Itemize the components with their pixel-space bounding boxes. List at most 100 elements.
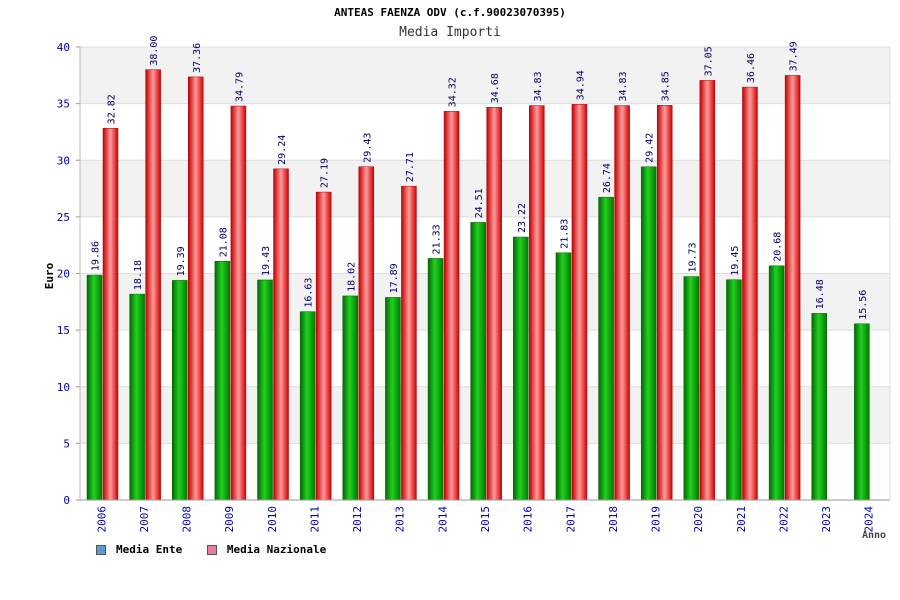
bar-ente-2024 <box>854 323 870 501</box>
data-label-ente-2020: 19.73 <box>687 242 698 272</box>
y-tick-label: 35 <box>57 98 70 111</box>
chart-legend: Media Ente Media Nazionale <box>96 543 344 558</box>
data-label-ente-2018: 26.74 <box>602 163 613 193</box>
y-tick-label: 30 <box>57 154 70 167</box>
bar-ente-2016 <box>513 236 529 501</box>
bar-ente-2006 <box>86 274 103 501</box>
y-tick-label: 25 <box>57 211 70 224</box>
x-tick-label-2013: 2013 <box>394 506 407 533</box>
bar-nazionale-2008 <box>188 76 204 501</box>
x-tick-label-2007: 2007 <box>138 506 151 533</box>
x-tick-label-2016: 2016 <box>522 506 535 533</box>
data-label-nazionale-2010: 29.24 <box>277 135 288 165</box>
x-tick-label-2023: 2023 <box>820 506 833 533</box>
bar-nazionale-2012 <box>358 166 375 501</box>
bar-ente-2009 <box>214 261 231 501</box>
data-label-ente-2016: 23.22 <box>517 203 528 233</box>
y-tick-label: 20 <box>57 268 70 281</box>
x-tick-label-2021: 2021 <box>735 506 748 533</box>
data-label-ente-2008: 19.39 <box>176 246 187 276</box>
bar-nazionale-2007 <box>145 69 161 501</box>
data-label-nazionale-2006: 32.82 <box>107 94 118 124</box>
x-tick-label-2014: 2014 <box>436 506 449 533</box>
data-label-ente-2009: 21.08 <box>218 227 229 257</box>
legend-swatch-nazionale <box>206 544 217 555</box>
data-label-ente-2014: 21.33 <box>432 224 443 254</box>
y-tick-label: 0 <box>63 494 70 507</box>
bar-ente-2012 <box>342 295 359 501</box>
bar-ente-2015 <box>470 222 486 501</box>
data-label-ente-2017: 21.83 <box>559 219 570 249</box>
bar-ente-2017 <box>555 252 572 501</box>
bar-nazionale-2019 <box>656 105 673 501</box>
bar-nazionale-2010 <box>273 168 289 501</box>
y-tick-label: 10 <box>57 381 70 394</box>
data-label-nazionale-2014: 34.32 <box>448 77 459 107</box>
data-label-nazionale-2009: 34.79 <box>234 72 245 102</box>
x-tick-label-2009: 2009 <box>223 506 236 533</box>
legend-label-nazionale: Media Nazionale <box>226 543 327 556</box>
data-label-nazionale-2016: 34.83 <box>533 71 544 101</box>
bar-nazionale-2022 <box>784 75 801 501</box>
x-tick-label-2015: 2015 <box>479 506 492 533</box>
data-label-nazionale-2007: 38.00 <box>149 36 160 66</box>
data-label-ente-2019: 29.42 <box>645 133 656 163</box>
bar-ente-2018 <box>598 196 614 501</box>
bar-ente-2021 <box>726 279 742 501</box>
legend-label-ente: Media Ente <box>116 543 183 556</box>
bar-ente-2011 <box>299 311 316 501</box>
bar-ente-2023 <box>811 313 827 501</box>
bar-ente-2013 <box>385 297 401 501</box>
bar-nazionale-2017 <box>571 104 588 501</box>
data-label-nazionale-2012: 29.43 <box>362 133 373 163</box>
data-label-ente-2024: 15.56 <box>858 290 869 320</box>
data-label-nazionale-2013: 27.71 <box>405 152 416 182</box>
bar-nazionale-2015 <box>486 106 502 501</box>
y-axis-label: Euro <box>43 262 56 289</box>
data-label-ente-2010: 19.43 <box>261 246 272 276</box>
x-tick-label-2006: 2006 <box>95 506 108 533</box>
bar-nazionale-2011 <box>315 191 332 501</box>
x-tick-label-2024: 2024 <box>863 506 876 533</box>
data-label-nazionale-2020: 37.05 <box>703 46 714 76</box>
data-label-nazionale-2011: 27.19 <box>320 158 331 188</box>
data-label-ente-2007: 18.18 <box>133 260 144 290</box>
data-label-ente-2013: 17.89 <box>389 263 400 293</box>
legend-item-nazionale: Media Nazionale <box>206 543 327 556</box>
legend-swatch-ente <box>96 544 106 555</box>
bar-nazionale-2013 <box>401 185 417 501</box>
x-tick-label-2017: 2017 <box>564 506 577 533</box>
bar-ente-2019 <box>640 166 657 501</box>
data-label-ente-2006: 19.86 <box>91 241 102 271</box>
x-tick-label-2022: 2022 <box>777 506 790 533</box>
bar-ente-2014 <box>427 258 444 501</box>
data-label-ente-2023: 16.48 <box>815 279 826 309</box>
bar-nazionale-2020 <box>699 80 716 501</box>
bar-nazionale-2014 <box>443 111 460 501</box>
data-label-ente-2022: 20.68 <box>773 232 784 262</box>
x-tick-label-2019: 2019 <box>650 506 663 533</box>
data-label-nazionale-2008: 37.36 <box>192 43 203 73</box>
data-label-ente-2012: 18.02 <box>346 262 357 292</box>
data-label-ente-2015: 24.51 <box>474 188 485 218</box>
x-tick-label-2018: 2018 <box>607 506 620 533</box>
bar-ente-2007 <box>129 293 145 501</box>
y-tick-label: 15 <box>57 324 70 337</box>
bar-nazionale-2006 <box>102 128 119 501</box>
x-tick-label-2010: 2010 <box>266 506 279 533</box>
data-label-nazionale-2021: 36.46 <box>746 53 757 83</box>
bar-ente-2020 <box>683 276 700 501</box>
chart-subtitle: Media Importi <box>399 25 501 40</box>
x-axis-label: Anno <box>862 530 886 541</box>
y-tick-label: 5 <box>63 437 70 450</box>
data-label-nazionale-2018: 34.83 <box>618 71 629 101</box>
x-tick-label-2011: 2011 <box>308 506 321 533</box>
bar-nazionale-2009 <box>230 105 247 501</box>
bar-nazionale-2016 <box>529 105 545 501</box>
bar-ente-2022 <box>768 265 785 501</box>
legend-item-ente: Media Ente <box>96 543 182 556</box>
bar-ente-2010 <box>257 279 273 501</box>
x-tick-label-2012: 2012 <box>351 506 364 533</box>
data-label-nazionale-2015: 34.68 <box>490 73 501 103</box>
